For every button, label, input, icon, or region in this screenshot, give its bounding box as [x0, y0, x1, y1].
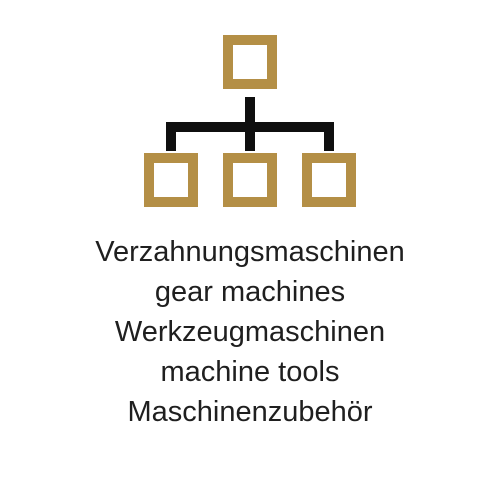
text-line-5: Maschinenzubehör	[95, 392, 405, 432]
category-text-block: Verzahnungsmaschinen gear machines Werkz…	[95, 232, 405, 432]
text-line-3: Werkzeugmaschinen	[95, 312, 405, 352]
text-line-4: machine tools	[95, 352, 405, 392]
org-chart-svg	[130, 35, 370, 210]
org-chart-icon	[130, 35, 370, 210]
text-line-1: Verzahnungsmaschinen	[95, 232, 405, 272]
text-line-2: gear machines	[95, 272, 405, 312]
